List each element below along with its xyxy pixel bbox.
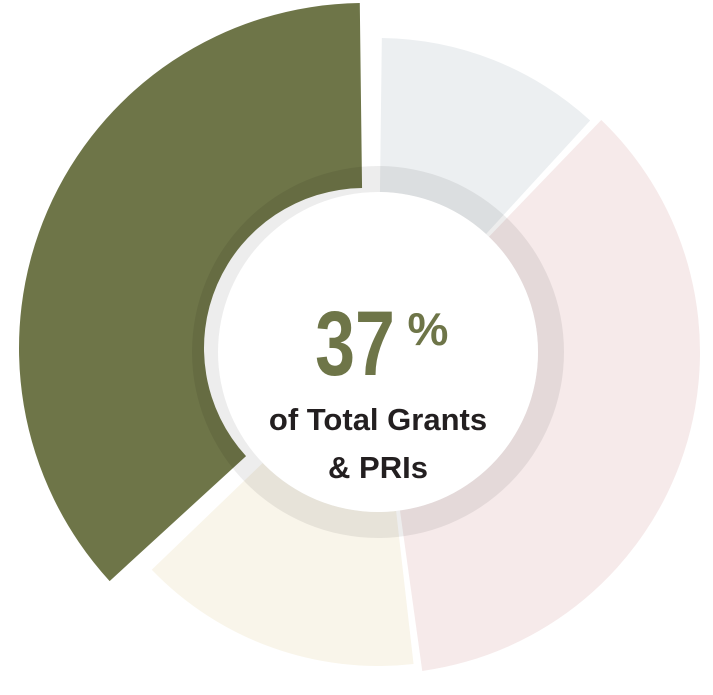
donut-slice-highlighted [19,3,363,582]
donut-slice-3 [151,462,414,666]
donut-slice-1 [379,38,591,235]
center-percent-value: 37 [315,292,395,395]
center-label-line1: of Total Grants [269,402,487,437]
donut-slice-2 [399,119,701,671]
center-percent-sign: % [408,303,449,355]
center-disc [218,192,538,512]
center-label-line2: & PRIs [328,450,428,485]
donut-slices [19,3,701,671]
